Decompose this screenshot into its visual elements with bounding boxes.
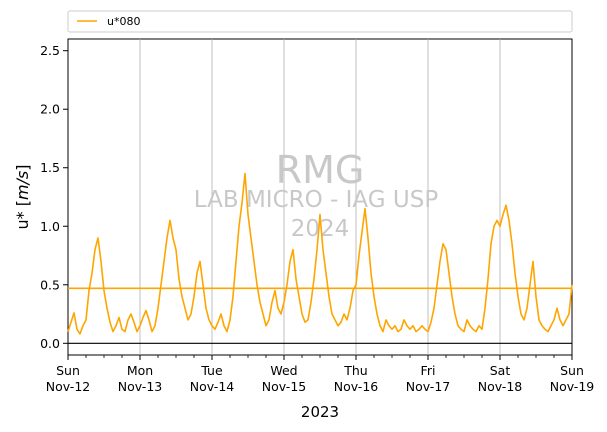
x-tick-label-day: Sat — [490, 363, 511, 378]
x-tick-label-date: Nov-15 — [262, 379, 306, 394]
x-tick-label-day: Sun — [56, 363, 80, 378]
x-tick-label-date: Nov-12 — [46, 379, 90, 394]
legend: u*080 — [67, 10, 573, 33]
x-tick-label-day: Fri — [421, 363, 436, 378]
y-tick-label: 2.0 — [40, 102, 60, 117]
x-axis-label: 2023 — [301, 403, 339, 421]
y-axis-label: u* [m/s] — [13, 164, 32, 229]
plot-area: RMG LAB MICRO - IAG USP 2024 — [67, 38, 573, 356]
legend-label-u080: u*080 — [107, 15, 140, 28]
y-tick-label: 0.0 — [40, 336, 60, 351]
y-tick-label: 1.5 — [40, 160, 60, 175]
grid-lines — [139, 39, 501, 355]
x-tick-label-date: Nov-16 — [334, 379, 379, 394]
series-line-u080 — [67, 172, 573, 335]
x-tick-label-day: Sun — [560, 363, 584, 378]
y-axis-label-unit-open: [ — [13, 200, 32, 211]
legend-frame — [67, 10, 573, 33]
watermark: RMG LAB MICRO - IAG USP 2024 — [194, 148, 439, 242]
x-tick-label-day: Mon — [127, 363, 153, 378]
y-axis-label-unit-close: ] — [13, 164, 32, 170]
x-tick-label-date: Nov-17 — [406, 379, 450, 394]
x-tick-label-day: Tue — [200, 363, 223, 378]
y-tick-label: 2.5 — [40, 43, 60, 58]
x-tick-label-day: Thu — [343, 363, 367, 378]
reference-lines — [68, 287, 572, 344]
x-tick-label-date: Nov-13 — [118, 379, 162, 394]
x-axis: SunNov-12MonNov-13TueNov-14WedNov-15ThuN… — [46, 355, 595, 394]
x-tick-label-date: Nov-19 — [550, 379, 595, 394]
y-axis: 0.0 0.5 1.0 1.5 2.0 2.5 — [40, 43, 68, 351]
x-tick-label-day: Wed — [270, 363, 297, 378]
y-tick-label: 0.5 — [40, 277, 60, 292]
x-tick-label-date: Nov-18 — [478, 379, 523, 394]
y-axis-label-unit: m/s — [13, 171, 32, 200]
y-tick-label: 1.0 — [40, 219, 60, 234]
watermark-rmg: RMG — [276, 148, 365, 192]
watermark-lab: LAB MICRO - IAG USP — [194, 187, 439, 213]
x-tick-label-date: Nov-14 — [190, 379, 235, 394]
y-axis-label-symbol: u* — [13, 211, 32, 229]
